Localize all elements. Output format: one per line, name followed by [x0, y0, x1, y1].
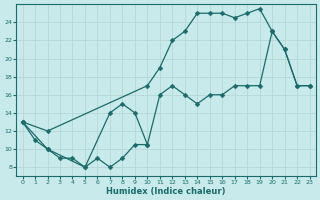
X-axis label: Humidex (Indice chaleur): Humidex (Indice chaleur): [106, 187, 226, 196]
